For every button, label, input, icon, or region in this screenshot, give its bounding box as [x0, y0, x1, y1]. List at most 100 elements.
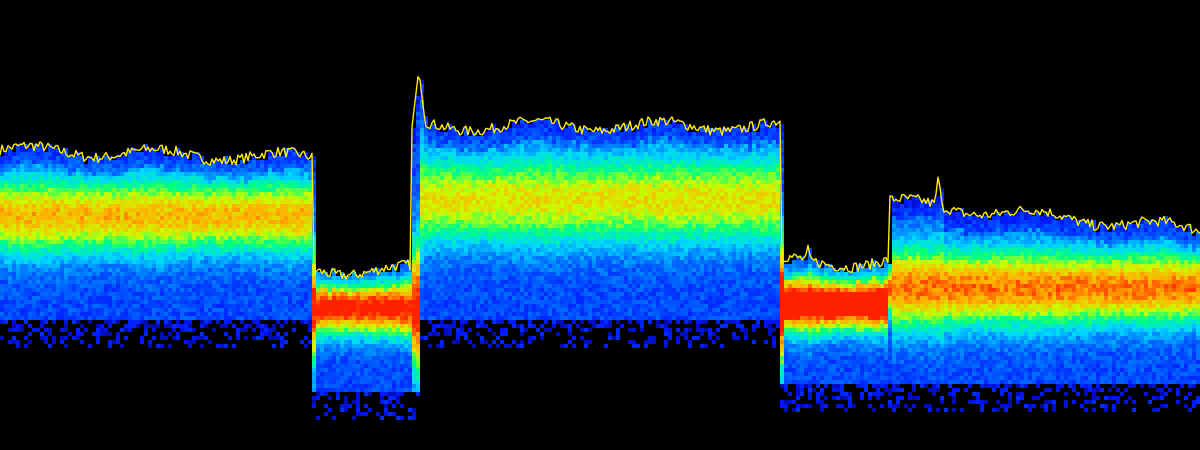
- heatmap-cell: [144, 228, 148, 232]
- heatmap-cell: [52, 148, 56, 152]
- heatmap-cell: [132, 304, 136, 308]
- heatmap-cell: [68, 172, 72, 176]
- heatmap-cell: [136, 216, 140, 220]
- heatmap-cell: [160, 332, 164, 336]
- heatmap-cell: [272, 212, 276, 216]
- heatmap-cell: [56, 244, 60, 248]
- heatmap-cell: [420, 260, 424, 264]
- heatmap-cell: [296, 280, 300, 284]
- heatmap-cell: [60, 264, 64, 268]
- heatmap-cell: [200, 244, 204, 248]
- heatmap-cell: [76, 220, 80, 224]
- heatmap-cell: [72, 180, 76, 184]
- heatmap-cell: [420, 308, 424, 312]
- heatmap-cell: [220, 184, 224, 188]
- heatmap-cell: [240, 240, 244, 244]
- heatmap-cell: [112, 204, 116, 208]
- heatmap-cell: [80, 200, 84, 204]
- heatmap-cell: [76, 268, 80, 272]
- heatmap-cell: [432, 248, 436, 252]
- heatmap-cell: [340, 320, 344, 324]
- heatmap-cell: [20, 164, 24, 168]
- heatmap-cell: [188, 256, 192, 260]
- heatmap-cell: [256, 224, 260, 228]
- heatmap-cell: [452, 260, 456, 264]
- heatmap-cell: [440, 240, 444, 244]
- heatmap-cell: [352, 328, 356, 332]
- heatmap-cell: [448, 228, 452, 232]
- heatmap-cell: [408, 316, 412, 320]
- heatmap-cell: [48, 232, 52, 236]
- heatmap-cell: [268, 244, 272, 248]
- heatmap-cell: [452, 256, 456, 260]
- heatmap-cell: [172, 244, 176, 248]
- heatmap-cell: [176, 240, 180, 244]
- heatmap-cell: [112, 208, 116, 212]
- heatmap-cell: [220, 220, 224, 224]
- heatmap-cell: [64, 328, 68, 332]
- heatmap-cell: [120, 160, 124, 164]
- heatmap-cell: [20, 200, 24, 204]
- heatmap-cell: [252, 328, 256, 332]
- heatmap-cell: [224, 236, 228, 240]
- heatmap-cell: [428, 260, 432, 264]
- heatmap-cell: [172, 176, 176, 180]
- heatmap-cell: [104, 232, 108, 236]
- heatmap-cell: [100, 240, 104, 244]
- heatmap-cell: [56, 192, 60, 196]
- heatmap-cell: [28, 248, 32, 252]
- heatmap-cell: [192, 288, 196, 292]
- heatmap-cell: [132, 260, 136, 264]
- heatmap-cell: [188, 328, 192, 332]
- heatmap-cell: [8, 164, 12, 168]
- heatmap-cell: [460, 152, 464, 156]
- heatmap-cell: [16, 204, 20, 208]
- heatmap-cell: [428, 236, 432, 240]
- heatmap-cell: [132, 300, 136, 304]
- heatmap-cell: [296, 204, 300, 208]
- heatmap-cell: [44, 288, 48, 292]
- heatmap-cell: [120, 228, 124, 232]
- heatmap-cell: [340, 364, 344, 368]
- heatmap-cell: [408, 352, 412, 356]
- heatmap-cell: [200, 200, 204, 204]
- heatmap-cell: [40, 220, 44, 224]
- heatmap-cell: [44, 156, 48, 160]
- heatmap-cell: [152, 188, 156, 192]
- heatmap-cell: [4, 168, 8, 172]
- heatmap-cell: [288, 232, 292, 236]
- heatmap-cell: [72, 196, 76, 200]
- heatmap-cell: [316, 292, 320, 296]
- heatmap-cell: [68, 180, 72, 184]
- heatmap-cell: [108, 316, 112, 320]
- heatmap-cell: [76, 256, 80, 260]
- heatmap-cell: [340, 280, 344, 284]
- heatmap-cell: [380, 332, 384, 336]
- heatmap-cell: [300, 160, 304, 164]
- heatmap-cell: [200, 212, 204, 216]
- heatmap-cell: [176, 212, 180, 216]
- heatmap-cell: [312, 204, 316, 208]
- heatmap-cell: [44, 176, 48, 180]
- heatmap-cell: [60, 168, 64, 172]
- heatmap-cell: [400, 296, 404, 300]
- heatmap-cell: [424, 176, 428, 180]
- heatmap-cell: [208, 292, 212, 296]
- heatmap-cell: [96, 280, 100, 284]
- heatmap-cell: [396, 364, 400, 368]
- heatmap-cell: [188, 324, 192, 328]
- heatmap-cell: [8, 216, 12, 220]
- heatmap-cell: [284, 268, 288, 272]
- heatmap-cell: [216, 176, 220, 180]
- heatmap-cell: [68, 192, 72, 196]
- heatmap-cell: [304, 312, 308, 316]
- heatmap-cell: [92, 232, 96, 236]
- heatmap-cell: [216, 240, 220, 244]
- heatmap-cell: [324, 372, 328, 376]
- heatmap-cell: [156, 284, 160, 288]
- heatmap-cell: [172, 304, 176, 308]
- heatmap-cell: [240, 312, 244, 316]
- heatmap-cell: [96, 236, 100, 240]
- heatmap-cell: [348, 360, 352, 364]
- heatmap-cell: [28, 240, 32, 244]
